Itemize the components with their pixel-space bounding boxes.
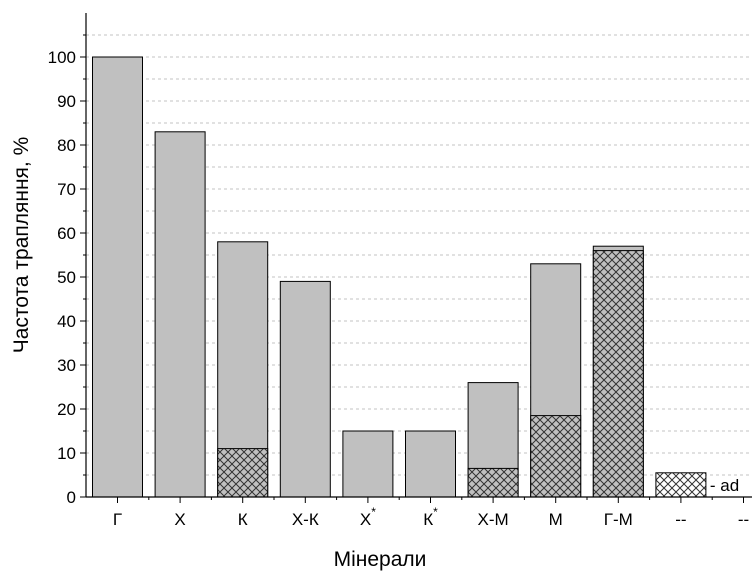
x-tick-label: Х [174,510,185,529]
bar-ad-segment [217,448,269,498]
y-tick-label: 30 [57,356,76,375]
x-tick-label: Г-М [604,510,633,529]
bar [154,131,206,498]
y-tick-label: 50 [57,268,76,287]
bar-ad-segment [655,472,707,498]
x-tick-label: М [549,510,563,529]
y-tick-label: 20 [57,400,76,419]
x-tick-label: Х-М [478,510,509,529]
y-tick-label: 90 [57,92,76,111]
y-tick-label: 70 [57,180,76,199]
bar [92,56,143,498]
legend: - ad [710,476,739,495]
bars [92,56,707,498]
legend-label: - ad [710,476,739,495]
y-tick-label: 60 [57,224,76,243]
x-tick-label: Х-К [292,510,319,529]
y-tick-label: 10 [57,444,76,463]
y-tick-label: 0 [67,488,76,507]
bar-ad-segment [592,250,644,498]
bar-ad-segment [530,415,582,498]
x-tick-label: К* [423,505,438,529]
x-tick-label: Г [113,510,122,529]
bar [279,280,331,498]
y-axis-title: Частота трапляння, % [10,137,33,354]
x-tick-label: -- [738,510,749,529]
y-tick-label: 100 [48,48,76,67]
bar-ad-segment [467,467,519,498]
tick-labels: 0 10 20 30 40 50 60 70 80 90 100 Г Х К Х-К Х* К* Х-М М Г-М -… [48,48,750,529]
y-tick-label: 40 [57,312,76,331]
axes [80,13,752,503]
x-tick-label: Х* [360,505,376,529]
bar [342,430,394,498]
y-tick-label: 80 [57,136,76,155]
x-tick-label: -- [675,510,686,529]
x-tick-label: К [238,510,248,529]
bar [405,430,456,498]
x-axis-title: Мінерали [334,548,427,571]
